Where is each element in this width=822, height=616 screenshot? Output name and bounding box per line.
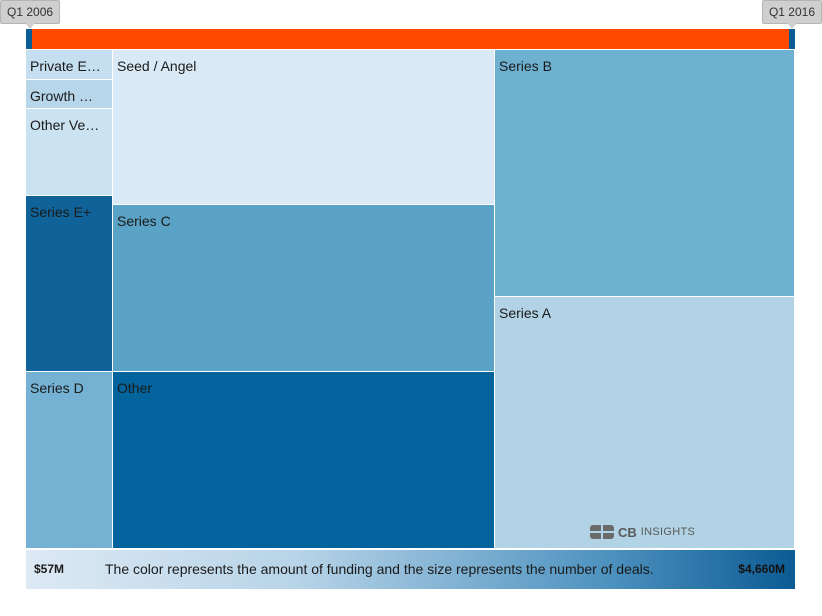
cb-insights-logo: CB INSIGHTS (590, 522, 695, 542)
tile-label: Series B (499, 58, 790, 74)
tile-label: Growth … (30, 88, 108, 104)
brand-name: CB (618, 525, 637, 540)
tile-series-b[interactable]: Series B (495, 50, 795, 297)
treemap: Private E… Growth … Other Ve… Seed / Ang… (26, 50, 795, 549)
tile-private-equity[interactable]: Private E… (26, 50, 113, 80)
timeline-start-handle[interactable]: Q1 2006 (0, 0, 60, 24)
tile-other-venture[interactable]: Other Ve… (26, 109, 113, 196)
tile-label: Series E+ (30, 204, 108, 220)
tile-other[interactable]: Other (113, 372, 495, 549)
tile-label: Series C (117, 213, 490, 229)
brand-subtitle: INSIGHTS (641, 526, 695, 538)
timeline-start-label: Q1 2006 (7, 5, 53, 19)
tile-series-c[interactable]: Series C (113, 205, 495, 372)
timeline-end-label: Q1 2016 (769, 5, 815, 19)
cb-logo-icon (590, 525, 614, 539)
timeline-selected-range[interactable] (32, 29, 789, 49)
timeline-end-handle[interactable]: Q1 2016 (762, 0, 822, 24)
timeline-slider-track[interactable] (26, 29, 795, 49)
color-legend: $57M The color represents the amount of … (26, 550, 795, 589)
tile-label: Series D (30, 380, 108, 396)
legend-min-label: $57M (34, 562, 64, 576)
tile-label: Series A (499, 305, 790, 321)
tile-label: Other Ve… (30, 117, 108, 133)
tile-label: Seed / Angel (117, 58, 490, 74)
tile-growth-equity[interactable]: Growth … (26, 80, 113, 109)
legend-caption: The color represents the amount of fundi… (105, 561, 654, 577)
tile-series-e-plus[interactable]: Series E+ (26, 196, 113, 372)
tile-label: Other (117, 380, 490, 396)
tile-label: Private E… (30, 58, 108, 74)
legend-max-label: $4,660M (738, 562, 785, 576)
tile-series-d[interactable]: Series D (26, 372, 113, 549)
tile-seed-angel[interactable]: Seed / Angel (113, 50, 495, 205)
tile-series-a[interactable]: Series A (495, 297, 795, 549)
